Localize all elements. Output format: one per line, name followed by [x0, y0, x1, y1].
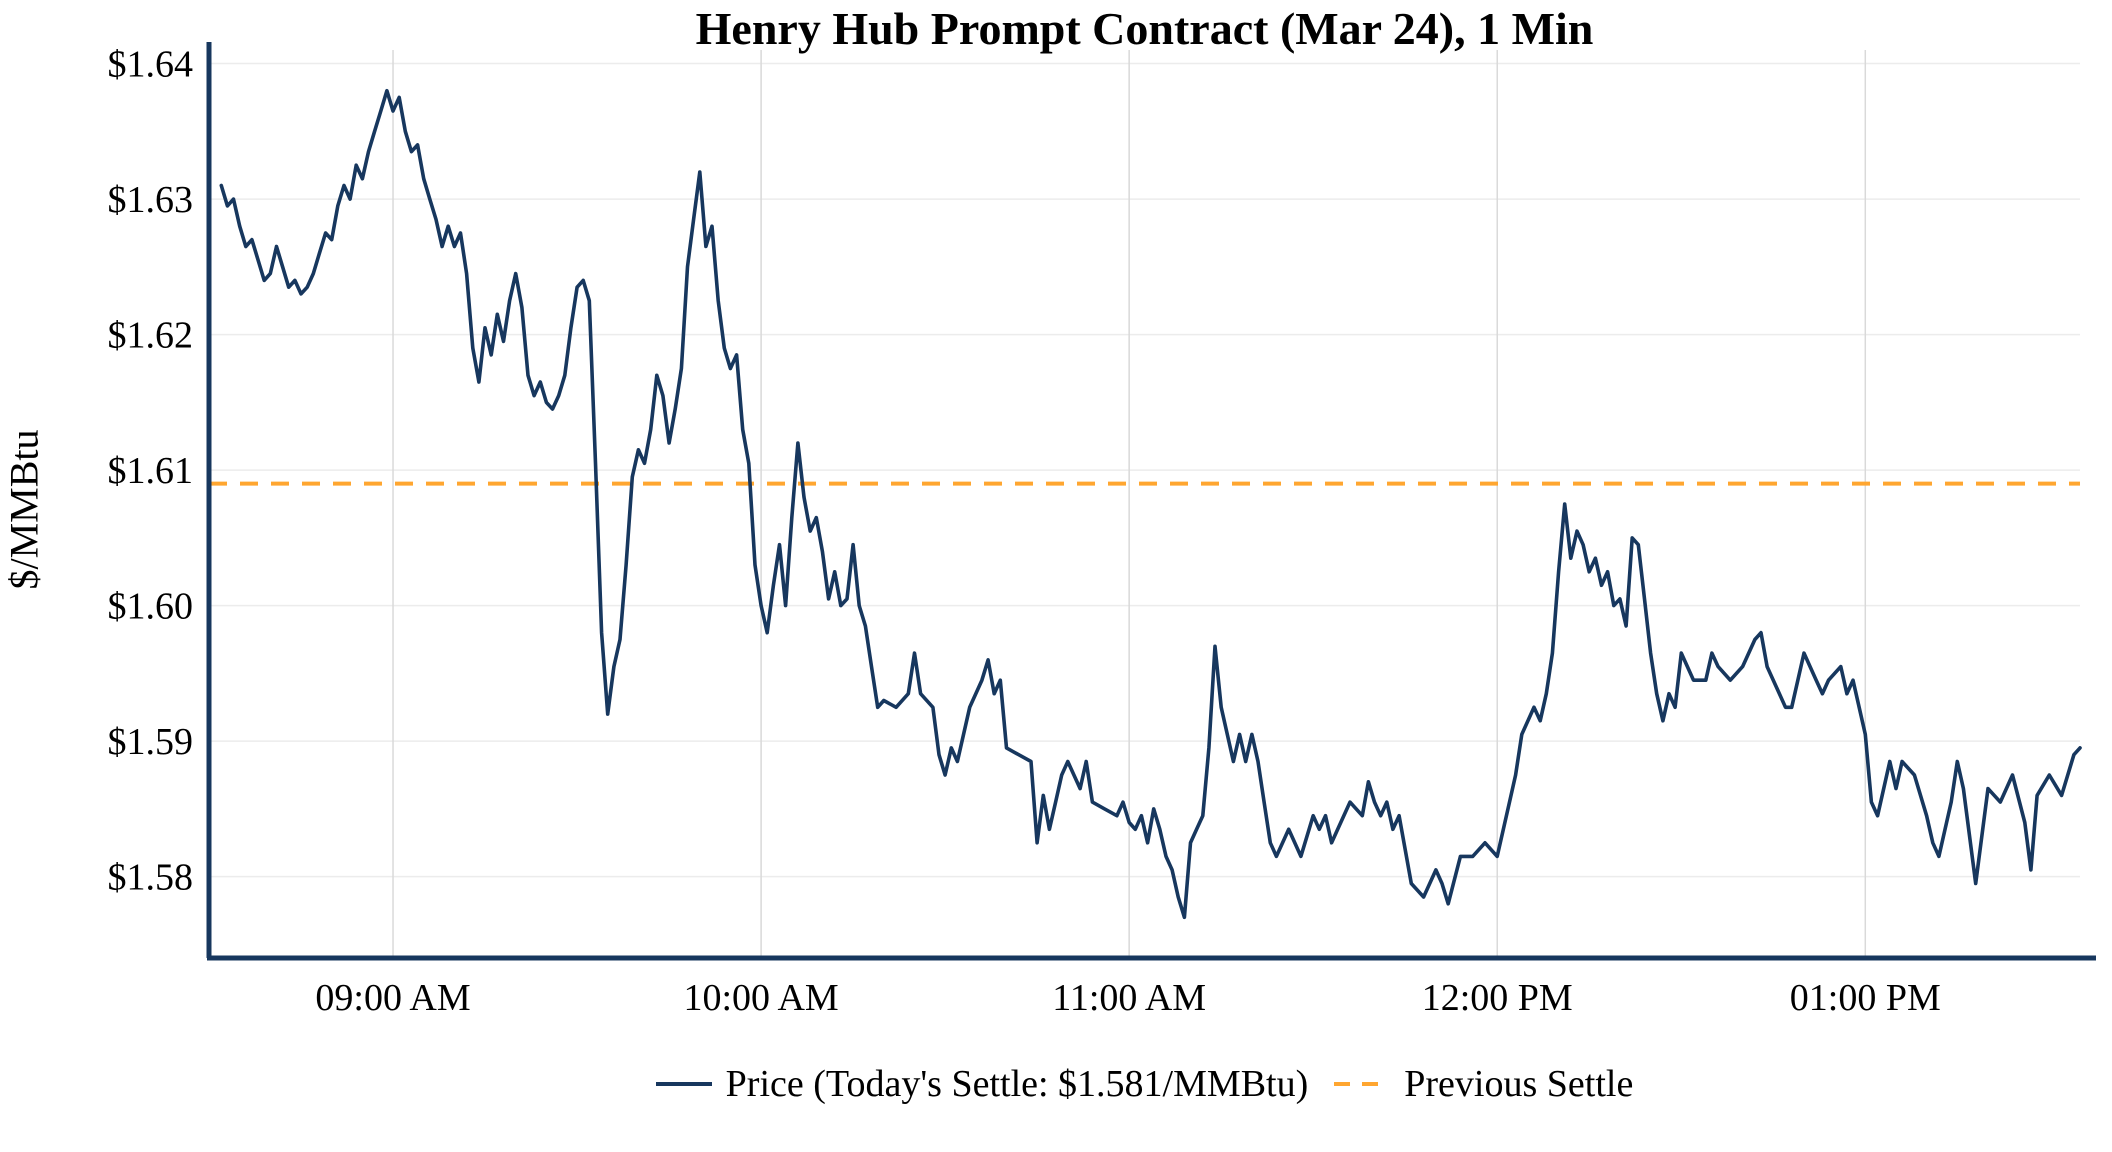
price-series-path: [219, 88, 2082, 920]
horizontal-gridlines: [209, 62, 2080, 878]
x-tick-label: 09:00 AM: [315, 977, 470, 1019]
x-tick-labels: 09:00 AM 10:00 AM 11:00 AM 12:00 PM 01:00 PM: [315, 977, 1940, 1019]
axes: [206, 42, 2096, 961]
price-line: [219, 88, 2082, 920]
y-tick-label: $1.58: [108, 857, 194, 899]
y-tick-label: $1.60: [108, 586, 194, 628]
vertical-gridlines: [392, 50, 1867, 958]
y-tick-labels: $1.58 $1.59 $1.60 $1.61 $1.62 $1.63 $1.64: [108, 44, 194, 899]
x-tick-label: 01:00 PM: [1790, 977, 1941, 1019]
legend-price-label: Price (Today's Settle: $1.581/MMBtu): [725, 1063, 1309, 1105]
y-tick-label: $1.62: [108, 315, 194, 357]
x-tick-label: 11:00 AM: [1052, 977, 1206, 1019]
legend-item-price: Price (Today's Settle: $1.581/MMBtu): [655, 1062, 1309, 1106]
chart-title: Henry Hub Prompt Contract (Mar 24), 1 Mi…: [695, 3, 1594, 54]
previous-settle-swatch: [1334, 1082, 1391, 1086]
y-tick-label: $1.59: [108, 721, 194, 763]
chart-legend: Price (Today's Settle: $1.581/MMBtu) Pre…: [209, 1062, 2080, 1106]
y-tick-label: $1.63: [108, 179, 194, 221]
x-tick-label: 10:00 AM: [683, 977, 838, 1019]
price-line-swatch: [655, 1082, 712, 1086]
y-tick-label: $1.64: [108, 44, 194, 86]
y-tick-label: $1.61: [108, 450, 194, 492]
legend-previous-settle-label: Previous Settle: [1404, 1063, 1634, 1105]
legend-item-previous-settle: Previous Settle: [1334, 1062, 1633, 1106]
x-tick-label: 12:00 PM: [1422, 977, 1573, 1019]
